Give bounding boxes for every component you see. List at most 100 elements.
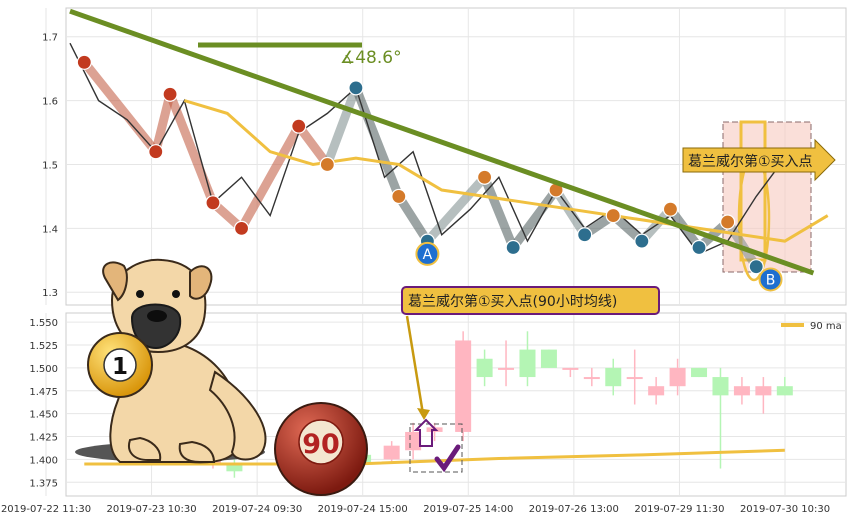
- pivot-marker: [748, 259, 764, 275]
- x-tick-label: 2019-07-29 11:30: [634, 504, 724, 515]
- bottom-y-tick-label: 1.375: [29, 478, 58, 489]
- wave-segment: [79, 57, 161, 157]
- pivot-marker: [76, 54, 92, 70]
- ball-1-sticker: 1: [87, 332, 153, 398]
- top-y-tick-label: 1.4: [42, 224, 58, 235]
- candle-body: [669, 367, 686, 387]
- pivot-marker: [720, 214, 736, 230]
- wave-segment: [237, 121, 304, 233]
- pivot-marker: [233, 220, 250, 236]
- x-tick-label: 2019-07-30 10:30: [740, 504, 830, 515]
- check-mark-icon: [434, 444, 461, 473]
- bottom-y-tick-label: 1.500: [29, 364, 58, 375]
- pivot-marker: [577, 227, 593, 243]
- x-tick-label: 2019-07-22 11:30: [1, 504, 91, 515]
- trendline-label: ∡48.6°: [340, 48, 402, 68]
- bottom-y-tick-label: 1.400: [29, 455, 58, 466]
- point-marker-a: [415, 241, 440, 266]
- trendline: [69, 8, 815, 276]
- pivot-marker: [634, 233, 650, 249]
- top-y-tick-label: 1.6: [42, 97, 58, 108]
- wave-segment: [322, 83, 361, 169]
- candle-body: [712, 377, 729, 396]
- pivot-marker: [205, 195, 221, 211]
- point-label-b: B: [766, 272, 776, 288]
- bottom-annotation-text: 葛兰威尔第①买入点(90小时均线): [408, 293, 617, 310]
- top-y-ticks: 1.3 1.4 1.5 1.6 1.7: [42, 33, 58, 299]
- top-annotation-arrow: [682, 138, 836, 182]
- pivot-marker: [691, 239, 707, 256]
- bottom-y-tick-label: 1.425: [29, 433, 58, 444]
- bottom-ma-line: [84, 448, 785, 466]
- wave-segment: [723, 217, 761, 272]
- dog-illustration: [75, 258, 267, 464]
- candle-body: [498, 367, 515, 370]
- bottom-annotation-box: [401, 286, 660, 315]
- candle-body: [583, 377, 600, 380]
- pivot-marker: [291, 118, 307, 134]
- top-annotation: 葛兰威尔第①买入点: [682, 138, 836, 182]
- candle-body: [405, 431, 422, 451]
- pivot-marker: [476, 169, 493, 185]
- candle-body: [383, 445, 400, 460]
- wave-segment: [422, 172, 490, 246]
- x-tick-label: 2019-07-26 13:00: [529, 504, 619, 515]
- pivot-marker: [662, 201, 679, 217]
- x-ticks: 2019-07-22 11:30 2019-07-23 10:30 2019-07-…: [1, 504, 830, 515]
- ball-90-sticker: 90: [274, 402, 368, 496]
- top-grid: [45, 8, 846, 305]
- legend-label: 90 ma: [810, 321, 842, 332]
- candle-body: [540, 349, 557, 368]
- point-label-a: A: [423, 247, 433, 263]
- pivot-marker: [148, 144, 164, 160]
- wave-segment: [480, 172, 518, 253]
- candle-body: [733, 386, 750, 396]
- bottom-y-tick-label: 1.475: [29, 387, 58, 398]
- bottom-y-tick-label: 1.525: [29, 341, 58, 352]
- pivot-marker: [605, 207, 621, 224]
- wave-segment: [294, 121, 332, 169]
- candle-body: [776, 386, 793, 396]
- candle-body: [648, 386, 665, 396]
- pivot-marker: [162, 86, 178, 102]
- candle-body: [755, 386, 772, 396]
- wave-segment: [508, 185, 561, 253]
- candle-body: [562, 367, 579, 370]
- top-y-tick-label: 1.5: [42, 160, 58, 171]
- bottom-annotation-pointer-head: [417, 408, 430, 420]
- legend: 90 ma: [781, 321, 842, 332]
- pivot-marker: [348, 80, 364, 96]
- candle-body: [605, 367, 622, 387]
- bottom-y-tick-label: 1.550: [29, 318, 58, 329]
- buy-signal-box: [409, 423, 463, 473]
- top-series-layer: AB: [69, 8, 829, 292]
- bottom-annotation-pointer: [405, 315, 425, 415]
- candle-body: [626, 377, 643, 380]
- bottom-annotation: 葛兰威尔第①买入点(90小时均线): [401, 286, 660, 420]
- top-annotation-text: 葛兰威尔第①买入点: [688, 153, 813, 170]
- top-y-tick-label: 1.7: [42, 33, 58, 44]
- ball-90-label: 90: [302, 429, 340, 460]
- bottom-y-tick-label: 1.450: [29, 410, 58, 421]
- wave-segment: [394, 191, 432, 246]
- ball-1-label: 1: [112, 354, 128, 380]
- candle-body: [691, 367, 708, 378]
- pivot-marker: [505, 239, 521, 256]
- bottom-y-ticks: 1.375 1.400 1.425 1.450 1.475 1.500 1.525 1.550: [29, 318, 58, 489]
- wave-segment: [151, 89, 175, 157]
- point-marker-b: [758, 267, 783, 292]
- ma-line: [183, 99, 829, 243]
- candle-body: [519, 349, 536, 378]
- x-tick-label: 2019-07-24 15:00: [318, 504, 408, 515]
- top-y-tick-label: 1.3: [42, 288, 58, 299]
- wave-segment: [351, 83, 404, 201]
- candle-body: [226, 463, 243, 472]
- pivot-marker: [319, 156, 335, 173]
- pivot-marker: [391, 188, 407, 205]
- up-arrow-icon: [413, 418, 439, 447]
- x-tick-label: 2019-07-25 14:00: [423, 504, 513, 515]
- candle-body: [455, 340, 472, 432]
- x-tick-label: 2019-07-23 10:30: [107, 504, 197, 515]
